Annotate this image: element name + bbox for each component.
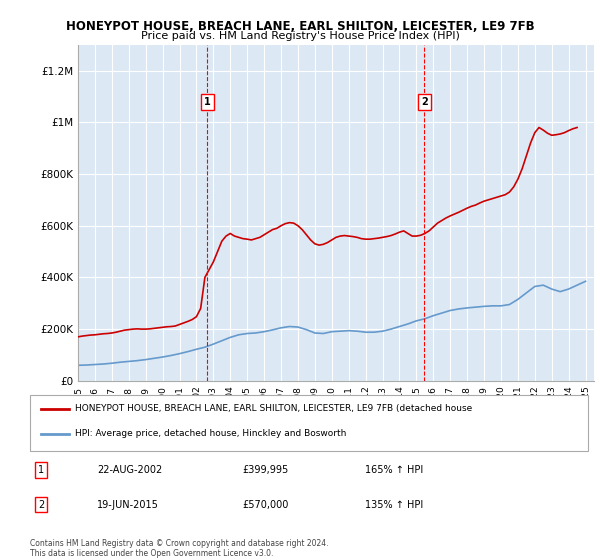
Text: HONEYPOT HOUSE, BREACH LANE, EARL SHILTON, LEICESTER, LE9 7FB (detached house: HONEYPOT HOUSE, BREACH LANE, EARL SHILTO… — [74, 404, 472, 413]
Text: 2: 2 — [421, 97, 428, 107]
Text: 135% ↑ HPI: 135% ↑ HPI — [365, 500, 423, 510]
Text: £399,995: £399,995 — [242, 465, 288, 475]
Text: 1: 1 — [204, 97, 211, 107]
Text: 1: 1 — [38, 465, 44, 475]
Text: Contains HM Land Registry data © Crown copyright and database right 2024.: Contains HM Land Registry data © Crown c… — [30, 539, 329, 548]
Text: 165% ↑ HPI: 165% ↑ HPI — [365, 465, 423, 475]
FancyBboxPatch shape — [30, 395, 588, 451]
Text: This data is licensed under the Open Government Licence v3.0.: This data is licensed under the Open Gov… — [30, 549, 274, 558]
Text: 19-JUN-2015: 19-JUN-2015 — [97, 500, 159, 510]
Text: HONEYPOT HOUSE, BREACH LANE, EARL SHILTON, LEICESTER, LE9 7FB: HONEYPOT HOUSE, BREACH LANE, EARL SHILTO… — [65, 20, 535, 32]
Text: Price paid vs. HM Land Registry's House Price Index (HPI): Price paid vs. HM Land Registry's House … — [140, 31, 460, 41]
Text: £570,000: £570,000 — [242, 500, 289, 510]
Text: HPI: Average price, detached house, Hinckley and Bosworth: HPI: Average price, detached house, Hinc… — [74, 430, 346, 438]
Text: 22-AUG-2002: 22-AUG-2002 — [97, 465, 162, 475]
Text: 2: 2 — [38, 500, 44, 510]
